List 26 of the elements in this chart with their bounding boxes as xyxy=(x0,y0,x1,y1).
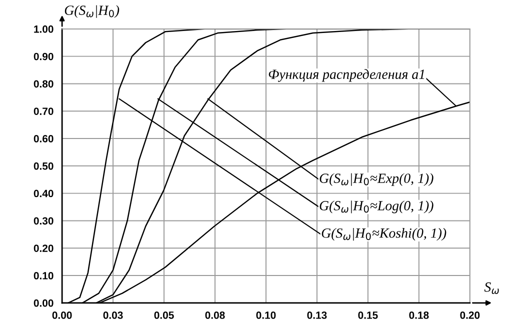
x-tick-label: 0.13 xyxy=(307,312,327,319)
x-tick-label: 0.08 xyxy=(205,312,225,319)
x-tick-label: 0.00 xyxy=(52,312,72,319)
annotation: G(S$_{ω}$|H$_{0}$≈Koshi(0, 1)) xyxy=(322,228,446,241)
x-tick-label: 0.05 xyxy=(154,312,174,319)
y-tick-label: 0.10 xyxy=(34,272,54,280)
x-tick-label: 0.18 xyxy=(409,312,429,319)
y-tick-label: 1.00 xyxy=(34,25,54,33)
y-tick-label: 0.90 xyxy=(34,52,54,60)
x-tick-label: 0.15 xyxy=(358,312,378,319)
annotation: G(S$_{ω}$|H$_{0}$≈Exp(0, 1)) xyxy=(320,173,434,186)
y-tick-label: 0.80 xyxy=(34,80,54,88)
y-tick-label: 0.70 xyxy=(34,108,54,115)
annotation: Функция распределения a1 xyxy=(268,69,424,82)
y-tick-label: 0.00 xyxy=(34,299,54,307)
y-tick-label: 0.20 xyxy=(34,244,54,252)
x-tick-label: 0.10 xyxy=(256,312,276,319)
y-tick-label: 0.40 xyxy=(34,190,54,198)
y-axis-title: G(S$_{ω}$|H$_{0}$) xyxy=(64,5,120,18)
y-tick-label: 0.60 xyxy=(34,135,54,142)
y-tick-label: 0.30 xyxy=(34,217,54,225)
annotation: G(S$_{ω}$|H$_{0}$≈Log(0, 1)) xyxy=(320,200,434,214)
x-axis-title: S$_{ω}$ xyxy=(484,282,499,294)
x-tick-label: 0.20 xyxy=(460,312,480,319)
y-tick-label: 0.50 xyxy=(34,162,54,170)
x-tick-label: 0.03 xyxy=(103,312,123,319)
